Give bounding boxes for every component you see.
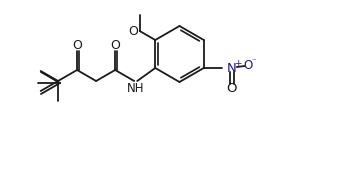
Text: NH: NH xyxy=(126,82,144,95)
Text: O: O xyxy=(243,58,252,71)
Text: O: O xyxy=(128,24,138,37)
Text: ⁻: ⁻ xyxy=(251,57,256,67)
Text: O: O xyxy=(110,39,120,52)
Text: N: N xyxy=(227,62,237,75)
Text: O: O xyxy=(226,82,237,95)
Text: O: O xyxy=(72,39,82,52)
Text: +: + xyxy=(234,58,242,68)
